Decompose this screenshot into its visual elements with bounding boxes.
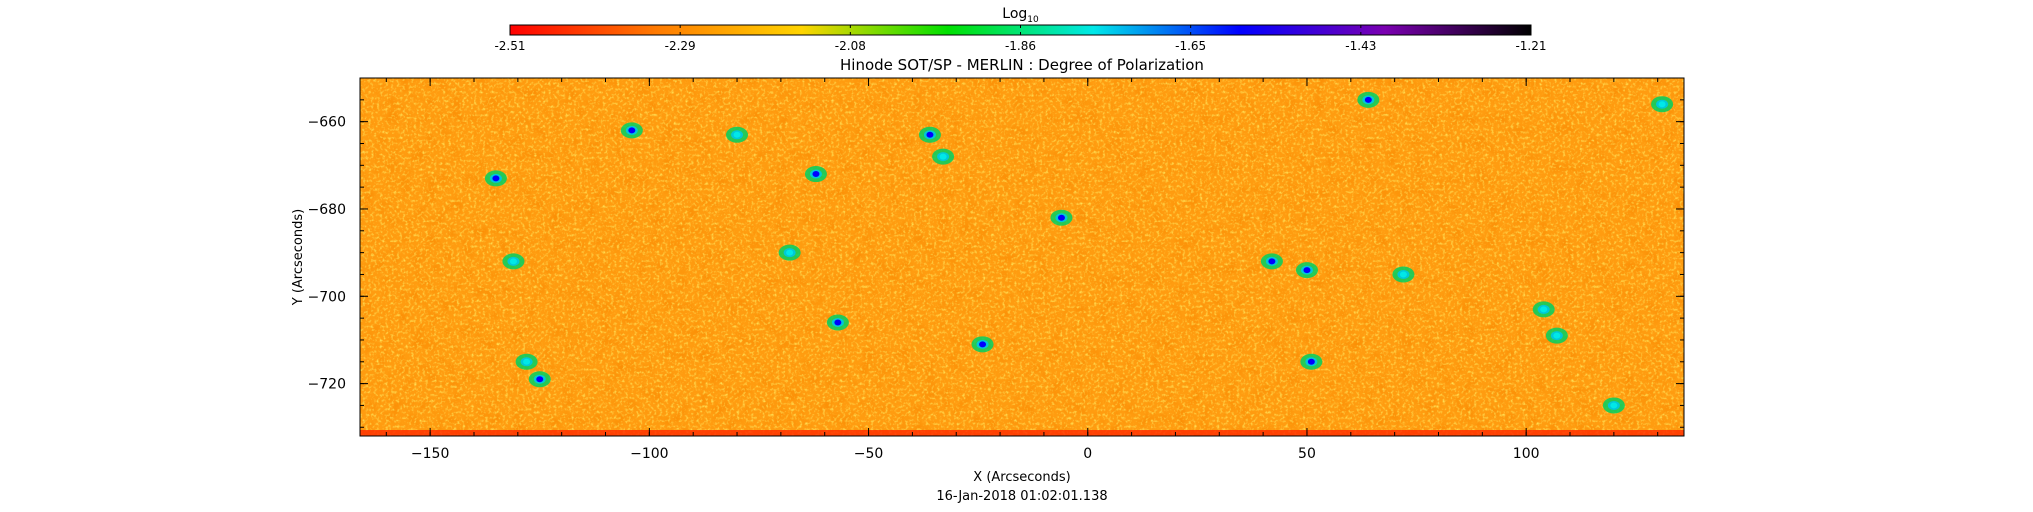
feature-core — [492, 175, 500, 182]
feature-core — [1057, 214, 1065, 221]
colorbar-ticks: -2.51 -2.29 -2.08 -1.86 -1.65 -1.43 -1.21 — [494, 25, 1547, 53]
colorbar-tick-label: -2.08 — [835, 39, 866, 53]
feature-core — [786, 249, 794, 256]
feature-core — [1553, 332, 1561, 339]
feature-core — [523, 358, 531, 365]
colorbar-tick-label: -2.51 — [494, 39, 525, 53]
feature-core — [1399, 271, 1407, 278]
heatmap-texture-fine — [360, 78, 1684, 436]
feature-core — [536, 376, 544, 383]
colorbar-title-subscript: 10 — [1027, 15, 1039, 25]
colorbar-tick-label: -1.43 — [1345, 39, 1376, 53]
feature-core — [1540, 306, 1548, 313]
plot-frame — [359, 77, 1685, 437]
feature-core — [628, 127, 636, 134]
feature-core — [1307, 358, 1315, 365]
feature-core — [939, 153, 947, 160]
x-tick-label: −50 — [854, 446, 884, 462]
colorbar-title: Log10 — [1002, 6, 1039, 25]
feature-core — [979, 341, 987, 348]
y-axis-label: Y (Arcseconds) — [291, 209, 306, 306]
colorbar: Log10 -2.51 -2.29 -2.08 -1.86 -1.65 -1.43 -1.2… — [494, 6, 1546, 53]
colorbar-tick-label: -1.21 — [1515, 39, 1546, 53]
colorbar-tick-label: -2.29 — [665, 39, 696, 53]
x-tick-label: −150 — [411, 446, 449, 462]
colorbar-tick-label: -1.86 — [1005, 39, 1036, 53]
feature-core — [834, 319, 842, 326]
y-tick-label: −720 — [308, 377, 346, 393]
feature-core — [1658, 101, 1666, 108]
colorbar-tick-label: -1.65 — [1175, 39, 1206, 53]
feature-core — [1268, 258, 1276, 265]
feature-core — [1303, 267, 1311, 274]
y-tick-label: −680 — [308, 202, 346, 218]
x-tick-label: −100 — [630, 446, 668, 462]
feature-core — [812, 171, 820, 178]
polarization-features — [484, 91, 1674, 414]
timestamp: 16-Jan-2018 01:02:01.138 — [936, 489, 1107, 504]
feature-core — [926, 131, 934, 138]
plot-area: −150 −100 −50 0 50 100 −660 −680 −700 −720 — [308, 77, 1685, 462]
x-tick-label: 50 — [1298, 446, 1316, 462]
colorbar-title-base: Log — [1002, 6, 1027, 22]
y-tick-label: −700 — [308, 289, 346, 305]
x-tick-label: 0 — [1083, 446, 1092, 462]
x-axis-ticks: −150 −100 −50 0 50 100 — [385, 78, 1659, 462]
feature-core — [1364, 96, 1372, 103]
feature-core — [509, 258, 517, 265]
x-axis-label: X (Arcseconds) — [973, 470, 1070, 485]
bottom-edge-strip — [360, 430, 1684, 436]
y-axis-ticks: −660 −680 −700 −720 — [308, 77, 1684, 428]
feature-core — [1610, 402, 1618, 409]
feature-core — [733, 131, 741, 138]
chart-title: Hinode SOT/SP - MERLIN : Degree of Polar… — [840, 56, 1204, 74]
x-tick-label: 100 — [1513, 446, 1540, 462]
y-tick-label: −660 — [308, 115, 346, 131]
